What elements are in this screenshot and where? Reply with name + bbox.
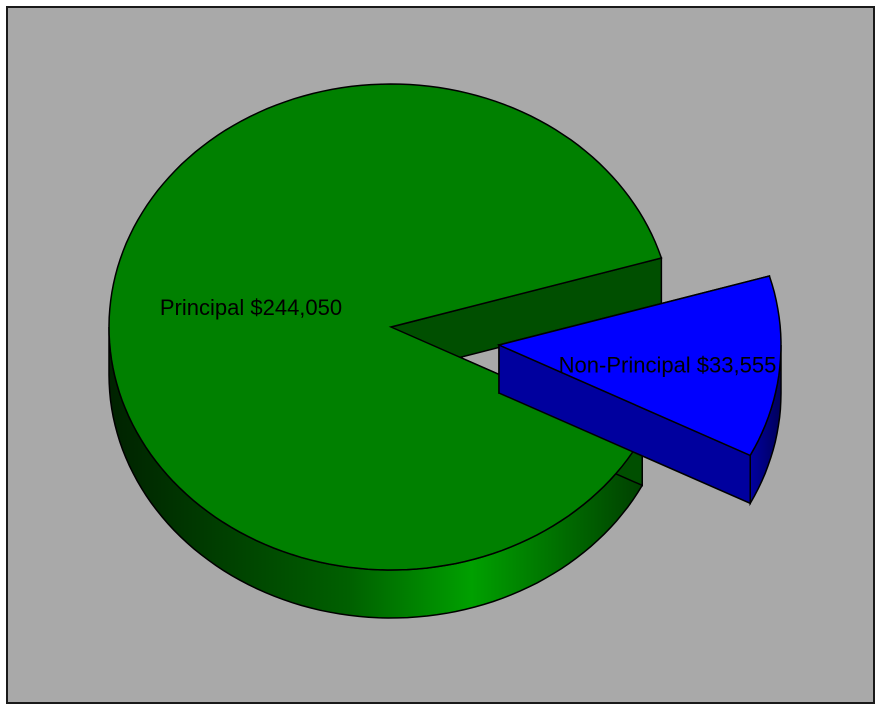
chart-frame: Principal $244,050 Non-Principal $33,555 (6, 6, 875, 704)
pie-chart: Principal $244,050 Non-Principal $33,555 (108, 83, 782, 619)
slice-top-principal (108, 83, 663, 571)
slice-label-principal: Principal $244,050 (160, 295, 342, 320)
slice-label-non-principal: Non-Principal $33,555 (559, 352, 777, 377)
slice-top-non-principal (496, 275, 782, 457)
